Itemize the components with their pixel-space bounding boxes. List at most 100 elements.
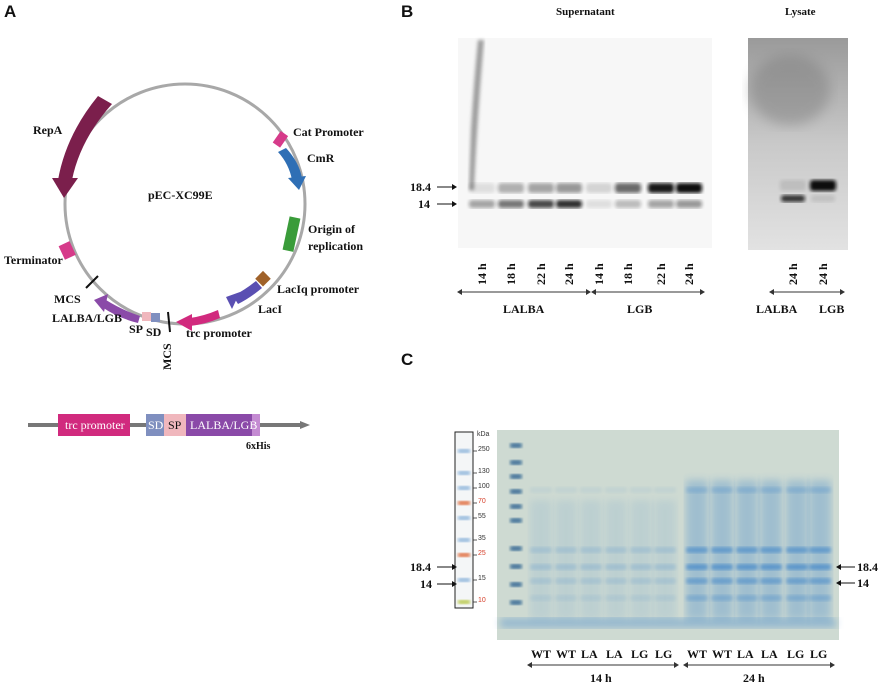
c-right-marker-low: 14 [857, 576, 869, 590]
lysate-bands [780, 180, 836, 202]
gel-band [686, 487, 708, 493]
gel-band [736, 564, 758, 570]
gel-band [786, 547, 808, 553]
laciq-box [255, 270, 271, 287]
gel-band [630, 487, 652, 493]
c-right-marker-high: 18.4 [857, 560, 878, 574]
plasmid-name: pEC-XC99E [148, 188, 213, 202]
construct-sd-box [146, 414, 164, 436]
b-marker-low: 14 [418, 197, 430, 211]
gel-band [630, 578, 652, 584]
lysate-lgb-label: LGB [819, 302, 845, 316]
gel-band [736, 547, 758, 553]
supernatant-smear [469, 40, 484, 190]
gel-band [530, 578, 552, 584]
ladder-band [458, 553, 470, 557]
gel-band [654, 595, 676, 601]
sp-label: SP [129, 322, 144, 336]
gel-band [736, 595, 758, 601]
b-marker-high: 18.4 [410, 180, 431, 194]
panel-a-letter: A [4, 2, 17, 21]
gel-lane-smear [630, 500, 652, 620]
laci-arrow [233, 281, 262, 304]
trc-arrowhead [176, 314, 192, 331]
ladder-band [458, 471, 470, 475]
gene-arrowhead [94, 294, 108, 312]
repa-label: RepA [33, 123, 63, 137]
ladder-band [458, 538, 470, 542]
supernatant-bands [469, 183, 702, 208]
trc-arrow [190, 310, 220, 326]
supernatant-blot [458, 38, 712, 248]
gel-lane-smear [530, 500, 552, 620]
sup-band-18-6 [648, 183, 674, 193]
gel-marker-band [510, 518, 522, 523]
gel-lane-smear [580, 500, 602, 620]
gel-band [786, 487, 808, 493]
gel-lanes [500, 480, 836, 628]
gel-band [809, 547, 831, 553]
lys-band-14-1 [811, 195, 835, 202]
ladder-mark-label: 25 [478, 550, 486, 557]
lysate-title: Lysate [785, 6, 816, 18]
gel-band [654, 578, 676, 584]
gel-marker-band [510, 546, 522, 551]
construct-sp-box [164, 414, 186, 436]
c-left-marker-high: 18.4 [410, 560, 431, 574]
sd-label: SD [146, 325, 162, 339]
gel-band [736, 487, 758, 493]
gel-band [605, 578, 627, 584]
gel-lane-smear [654, 500, 676, 620]
construct-trc-label: trc promoter [65, 418, 125, 432]
ladder-mark-label: 35 [478, 535, 486, 542]
ladder-mark-label: 10 [478, 597, 486, 604]
gel-band [809, 578, 831, 584]
gel-band [555, 487, 577, 493]
laci-label: LacI [258, 302, 282, 316]
sup-band-18-1 [498, 183, 524, 193]
gel-lane-label: WT [712, 647, 733, 661]
cat-promoter-label: Cat Promoter [293, 125, 364, 139]
gel-band [711, 595, 733, 601]
construct-sd-label: SD [148, 418, 164, 432]
gel-band [605, 595, 627, 601]
gel-marker-band [510, 564, 522, 569]
terminator-label: Terminator [4, 253, 63, 267]
ladder-mark-label: 55 [478, 513, 486, 520]
group-lalba-label: LALBA [503, 302, 545, 316]
gel-band [786, 595, 808, 601]
cmr-arrowhead [288, 176, 306, 190]
gel-band [809, 564, 831, 570]
gel-band [530, 547, 552, 553]
gel-lane-label: LA [606, 647, 623, 661]
ladder-mark-label: 15 [478, 575, 486, 582]
gel-band [555, 578, 577, 584]
ladder-band [458, 501, 470, 505]
gel-band [760, 547, 782, 553]
cat-promoter-box [272, 130, 289, 148]
gel-band [711, 487, 733, 493]
construct-trc-box [58, 414, 130, 436]
sup-band-18-3 [556, 183, 582, 193]
repa-arrow [58, 96, 112, 180]
ladder-band [458, 516, 470, 520]
gel-dye-front [500, 618, 836, 628]
mcs-tick-bottom [167, 311, 171, 333]
sup-band-14-3 [556, 200, 582, 208]
gel-marker-band [510, 489, 522, 494]
sup-band-14-4 [586, 200, 612, 208]
ladder-band [458, 449, 470, 453]
gel-band [760, 564, 782, 570]
gel-band [786, 564, 808, 570]
gel-marker-lane [510, 443, 522, 605]
gel-band [809, 487, 831, 493]
gel-band [654, 487, 676, 493]
panel-c-letter: C [401, 350, 414, 369]
sp-box [142, 312, 151, 321]
ladder-mark-label: 130 [478, 468, 490, 475]
gel-band [605, 487, 627, 493]
mcs-top-label: MCS [54, 292, 81, 306]
